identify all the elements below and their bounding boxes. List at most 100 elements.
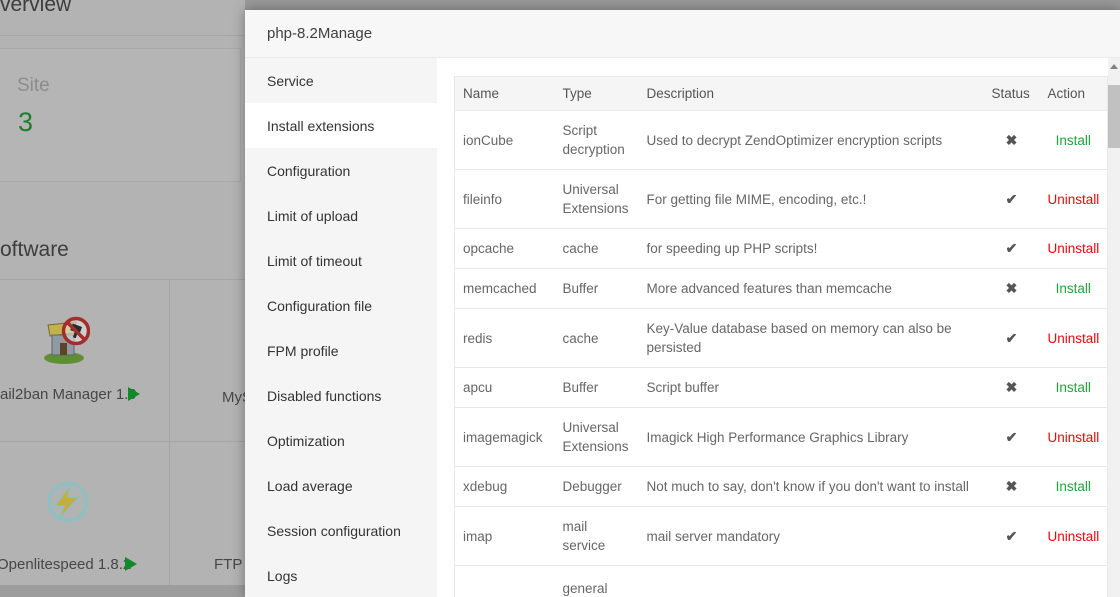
- extension-description: mail server mandatory: [638, 506, 984, 566]
- column-header-type: Type: [554, 76, 639, 111]
- extension-description: Imagick High Performance Graphics Librar…: [638, 407, 984, 467]
- overview-heading: verview: [0, 0, 72, 16]
- table-row-memcached: memcached Buffer More advanced features …: [454, 268, 1108, 309]
- status-not-installed-icon: ✖: [1005, 379, 1018, 395]
- column-header-description: Description: [638, 76, 984, 111]
- install-link[interactable]: Install: [1055, 380, 1091, 395]
- uninstall-link[interactable]: Uninstall: [1047, 429, 1100, 445]
- vertical-scrollbar[interactable]: [1108, 58, 1120, 597]
- dialog-sidebar: Service Install extensions Configuration…: [245, 58, 437, 597]
- extension-type: cache: [554, 308, 639, 368]
- page-bottom-strip: [0, 585, 245, 597]
- extension-type: Debugger: [554, 466, 639, 507]
- column-header-action: Action: [1039, 76, 1108, 111]
- extension-name: imagemagick: [454, 407, 555, 467]
- dialog-title: php-8.2Manage: [245, 10, 1120, 58]
- install-link[interactable]: Install: [1055, 281, 1091, 296]
- uninstall-link[interactable]: Uninstall: [1047, 330, 1100, 346]
- extension-name: imap: [454, 506, 555, 566]
- sidebar-item-logs[interactable]: Logs: [267, 567, 298, 584]
- mysql-app-label: MyS: [222, 389, 252, 406]
- install-link[interactable]: Install: [1055, 479, 1091, 494]
- status-not-installed-icon: ✖: [1005, 478, 1018, 494]
- status-installed-icon: ✔: [1005, 329, 1018, 346]
- sidebar-item-install-extensions[interactable]: Install extensions: [245, 103, 437, 148]
- extension-name: fileinfo: [454, 169, 555, 229]
- status-not-installed-icon: ✖: [1005, 280, 1018, 296]
- table-header-row: Name Type Description Status Action: [454, 76, 1108, 111]
- extension-description: Used to decrypt ZendOptimizer encryption…: [638, 110, 984, 170]
- extension-name: [455, 566, 555, 597]
- divider: [0, 279, 245, 280]
- table-row-imap: imap mail service mail server mandatory …: [454, 506, 1108, 566]
- install-link[interactable]: Install: [1055, 132, 1091, 148]
- extension-name: apcu: [454, 367, 555, 408]
- extension-name: xdebug: [454, 466, 555, 507]
- fail2ban-app-icon: [44, 316, 90, 364]
- sidebar-item-fpm-profile[interactable]: FPM profile: [267, 342, 339, 359]
- extension-name: ionCube: [454, 110, 555, 170]
- sidebar-item-configuration[interactable]: Configuration: [267, 162, 351, 179]
- extension-type: Universal Extensions: [554, 407, 639, 467]
- divider: [0, 35, 245, 36]
- uninstall-link[interactable]: Uninstall: [1047, 528, 1100, 544]
- status-installed-icon: ✔: [1005, 527, 1018, 544]
- uninstall-link[interactable]: Uninstall: [1047, 191, 1100, 207]
- extension-description: For getting file MIME, encoding, etc.!: [638, 169, 984, 229]
- site-card-label: Site: [17, 75, 50, 96]
- table-row-xdebug: xdebug Debugger Not much to say, don't k…: [454, 466, 1108, 507]
- sidebar-item-limit-of-upload[interactable]: Limit of upload: [267, 207, 359, 224]
- table-row-redis: redis cache Key-Value database based on …: [454, 308, 1108, 368]
- sidebar-item-configuration-file[interactable]: Configuration file: [267, 297, 373, 314]
- extension-description: Key-Value database based on memory can a…: [638, 308, 984, 368]
- extension-name: opcache: [454, 228, 555, 269]
- uninstall-link[interactable]: Uninstall: [1047, 241, 1100, 256]
- openlitespeed-app-icon: [47, 481, 89, 523]
- table-row-fileinfo: fileinfo Universal Extensions For gettin…: [454, 169, 1108, 229]
- site-stat-card: Site 3: [0, 48, 241, 182]
- extension-description: Script buffer: [638, 367, 984, 408]
- site-count-value: 3: [18, 107, 34, 137]
- table-row-partial: general: [455, 566, 1108, 597]
- extension-type: cache: [554, 228, 639, 269]
- scrollbar-thumb[interactable]: [1108, 85, 1120, 148]
- extension-description: Not much to say, don't know if you don't…: [638, 466, 984, 507]
- scrollbar-up-arrow-icon[interactable]: [1110, 64, 1118, 69]
- extension-type: mail service: [554, 506, 639, 566]
- extension-type: general: [562, 581, 608, 596]
- fail2ban-app-label: ail2ban Manager 1.9: [0, 386, 137, 403]
- extension-type: Script decryption: [554, 110, 639, 170]
- status-installed-icon: ✔: [1005, 428, 1018, 445]
- extension-type: Buffer: [554, 367, 639, 408]
- sidebar-item-session-configuration[interactable]: Session configuration: [267, 522, 401, 539]
- page-top-strip: [245, 0, 1120, 10]
- status-not-installed-icon: ✖: [1005, 131, 1018, 148]
- sidebar-item-limit-of-timeout[interactable]: Limit of timeout: [267, 252, 362, 269]
- status-installed-icon: ✔: [1005, 240, 1018, 256]
- openlitespeed-app-label: Openlitespeed 1.8.2: [0, 556, 132, 573]
- table-row-opcache: opcache cache for speeding up PHP script…: [454, 228, 1108, 269]
- extension-name: memcached: [454, 268, 555, 309]
- extension-type: Buffer: [554, 268, 639, 309]
- extensions-table: Name Type Description Status Action ionC…: [454, 76, 1108, 597]
- software-heading: oftware: [0, 238, 69, 261]
- fail2ban-play-icon: [128, 387, 140, 401]
- table-row-ioncube: ionCube Script decryption Used to decryp…: [454, 110, 1108, 170]
- sidebar-item-load-average[interactable]: Load average: [267, 477, 353, 494]
- column-header-status: Status: [983, 76, 1040, 111]
- sidebar-item-optimization[interactable]: Optimization: [267, 432, 345, 449]
- extension-description: for speeding up PHP scripts!: [638, 228, 984, 269]
- divider: [169, 279, 170, 588]
- table-row-imagemagick: imagemagick Universal Extensions Imagick…: [454, 407, 1108, 467]
- sidebar-item-disabled-functions[interactable]: Disabled functions: [267, 387, 382, 404]
- extension-type: Universal Extensions: [554, 169, 639, 229]
- column-header-name: Name: [454, 76, 555, 111]
- extension-name: redis: [454, 308, 555, 368]
- divider: [0, 441, 245, 442]
- php-manage-dialog: php-8.2Manage Service Install extensions…: [245, 10, 1120, 597]
- extension-description: More advanced features than memcache: [638, 268, 984, 309]
- table-row-apcu: apcu Buffer Script buffer ✖ Install: [454, 367, 1108, 408]
- sidebar-item-service[interactable]: Service: [267, 72, 314, 89]
- extensions-panel: Name Type Description Status Action ionC…: [437, 58, 1120, 597]
- openlitespeed-play-icon: [125, 557, 137, 571]
